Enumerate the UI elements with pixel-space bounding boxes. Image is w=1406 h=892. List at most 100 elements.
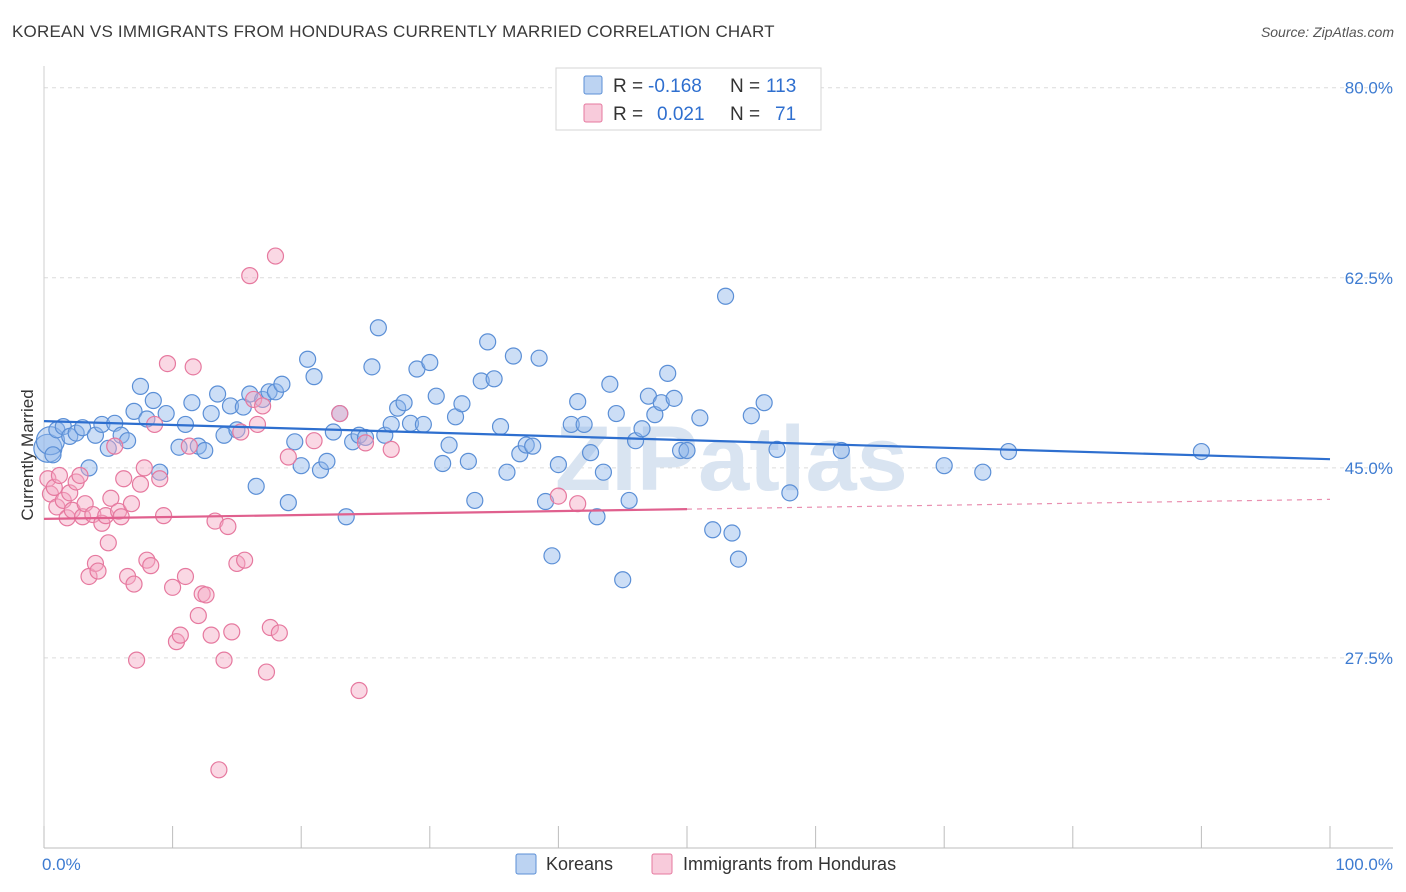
honduras-point (158, 354, 177, 373)
grid-lines (44, 87, 1393, 659)
korean-point (472, 372, 490, 390)
honduras-point (122, 495, 141, 513)
korean-point (414, 415, 432, 434)
korean-point (530, 349, 548, 367)
honduras-point (61, 484, 79, 502)
korean-point (118, 432, 137, 450)
korean-point (337, 508, 355, 526)
korean-point (99, 439, 117, 457)
honduras-point (102, 489, 120, 507)
korean-point (768, 440, 786, 458)
korean-point (202, 404, 220, 423)
korean-point (273, 375, 291, 393)
korean-point (459, 452, 477, 470)
honduras-point (202, 626, 220, 644)
legend-honduras-label: Immigrants from Honduras (683, 854, 896, 874)
honduras-point (125, 575, 143, 593)
korean-point (395, 394, 413, 412)
honduras-point (142, 557, 160, 575)
honduras-point (569, 495, 587, 513)
korean-point (678, 441, 696, 460)
trend-lines (43, 420, 1331, 521)
honduras-point (50, 466, 69, 485)
korean-point (324, 423, 342, 441)
honduras-point (236, 551, 254, 569)
korean-point (344, 433, 362, 451)
korean-point (144, 391, 162, 410)
korean-point (196, 441, 214, 460)
honduras-point (223, 623, 241, 641)
honduras-point (331, 404, 349, 423)
honduras-n-label: N = (730, 104, 760, 125)
korean-point (620, 491, 638, 510)
stats-legend: R = -0.168 N = 113 R = 0.021 N = 71 (555, 67, 822, 131)
korean-point (543, 547, 561, 565)
korean-point (498, 463, 516, 481)
korean-point (421, 353, 439, 372)
korean-point (562, 415, 580, 434)
data-points (33, 247, 1211, 779)
honduras-point (189, 606, 207, 625)
korean-point (517, 436, 535, 454)
honduras-point (115, 470, 133, 488)
korean-point (665, 389, 683, 407)
honduras-point (131, 475, 150, 493)
korean-point (318, 452, 336, 470)
honduras-point (215, 651, 233, 669)
honduras-swatch (583, 103, 603, 123)
korean-point (292, 457, 310, 475)
korean-point (183, 394, 201, 412)
x-tick-label: 0.0% (42, 855, 81, 874)
honduras-point (219, 517, 237, 536)
y-axis-title: Currently Married (18, 389, 37, 520)
korean-point (716, 287, 735, 305)
korean-point (427, 387, 445, 405)
korean-point (974, 463, 992, 481)
korean-point (247, 477, 265, 495)
honduras-r-label: R = (613, 104, 643, 125)
korean-point (131, 377, 150, 396)
korean-point (569, 393, 587, 411)
korean-point (691, 409, 709, 427)
korean-point (356, 428, 375, 447)
korean-point (588, 508, 606, 526)
chart-source: Source: ZipAtlas.com (1260, 24, 1394, 40)
honduras-point (279, 448, 297, 466)
honduras-point (176, 567, 195, 586)
axes (43, 66, 1393, 849)
honduras-point (197, 586, 215, 604)
korean-point (935, 457, 953, 475)
korean-point (305, 368, 323, 386)
legend-koreans-swatch (515, 853, 537, 875)
honduras-point (171, 626, 189, 644)
korean-point (221, 397, 240, 415)
honduras-point (248, 415, 267, 434)
korean-point (832, 441, 850, 460)
x-tick-labels: 0.0% 100.0% (42, 855, 1393, 874)
honduras-point (127, 651, 146, 669)
honduras-point (270, 624, 288, 642)
honduras-point (305, 432, 323, 450)
honduras-point (261, 618, 279, 637)
korean-point (781, 484, 799, 502)
korean-point (434, 454, 452, 473)
korean-point (73, 419, 92, 437)
korean-point (652, 394, 670, 412)
y-tick-label: 45.0% (1345, 459, 1393, 478)
korean-point (279, 494, 297, 512)
honduras-point (356, 434, 375, 452)
korean-point (479, 333, 497, 351)
honduras-point (266, 247, 285, 265)
honduras-point (135, 459, 153, 477)
y-tick-label: 62.5% (1345, 269, 1393, 288)
honduras-point (549, 487, 568, 505)
korean-point (93, 415, 111, 434)
korean-point (614, 571, 632, 589)
honduras-point (106, 437, 124, 455)
honduras-point (151, 470, 169, 488)
korean-point (729, 550, 748, 568)
korean-point (1192, 442, 1211, 461)
y-tick-label: 80.0% (1345, 79, 1393, 98)
honduras-point (241, 267, 259, 285)
korean-point (633, 420, 651, 438)
